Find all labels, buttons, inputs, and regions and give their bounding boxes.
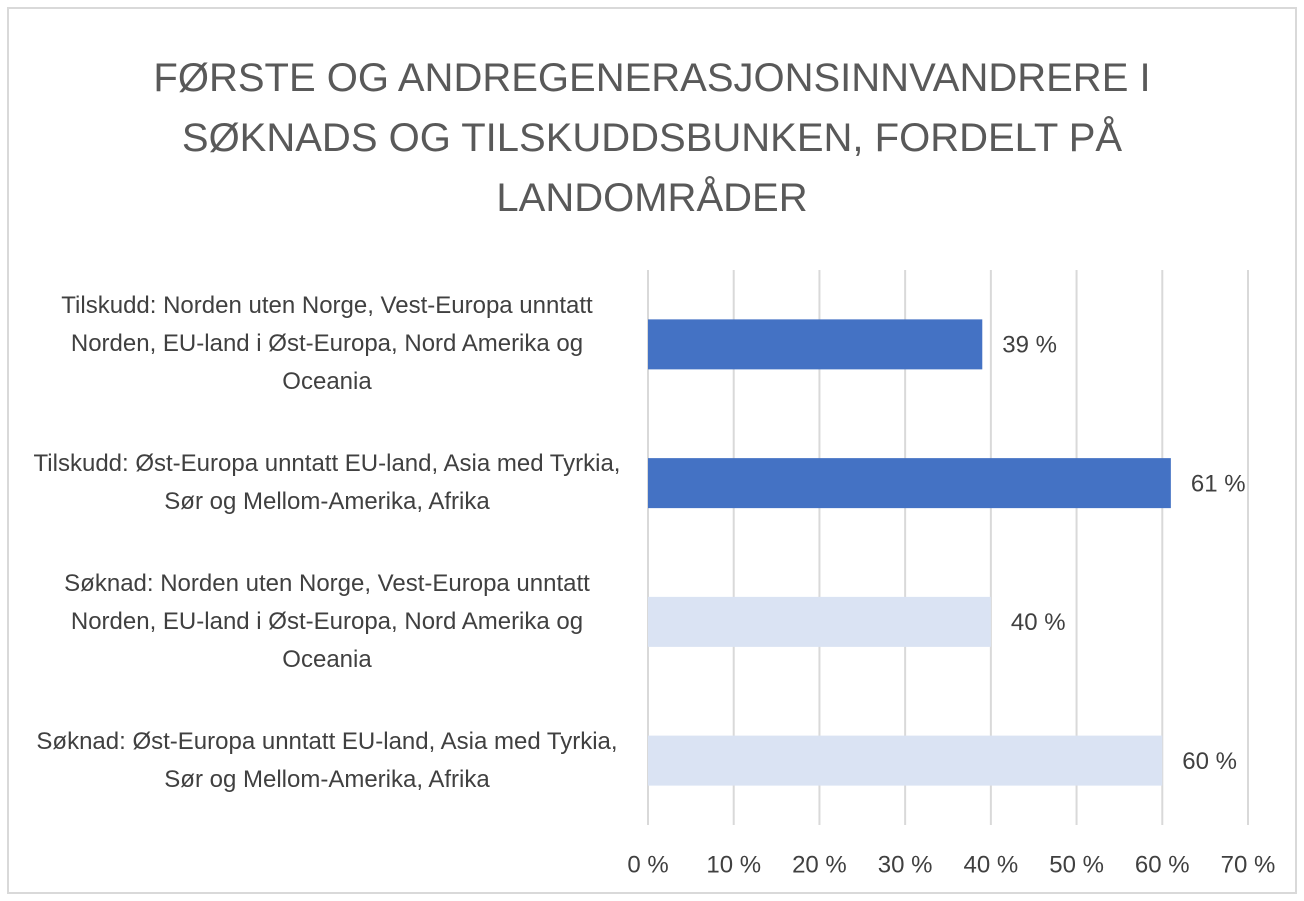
chart-title: FØRSTE OG ANDREGENERASJONSINNVANDRERE I … bbox=[153, 56, 1151, 220]
x-tick-label: 40 % bbox=[964, 851, 1019, 878]
y-tick-label: Søknad: Øst-Europa unntatt EU-land, Asia… bbox=[36, 727, 618, 793]
x-tick-label: 30 % bbox=[878, 851, 933, 878]
y-tick-label: Tilskudd: Norden uten Norge, Vest-Europa… bbox=[61, 292, 593, 396]
x-tick-label: 60 % bbox=[1135, 851, 1190, 878]
x-tick-label: 10 % bbox=[706, 851, 761, 878]
x-tick-label: 50 % bbox=[1049, 851, 1104, 878]
x-tick-label: 0 % bbox=[627, 851, 668, 878]
bar bbox=[648, 319, 983, 370]
bar bbox=[648, 458, 1171, 509]
bar bbox=[648, 735, 1163, 786]
value-label: 40 % bbox=[1011, 609, 1066, 636]
x-tick-label: 70 % bbox=[1221, 851, 1276, 878]
y-tick-label: Tilskudd: Øst-Europa unntatt EU-land, As… bbox=[33, 450, 621, 516]
value-label: 61 % bbox=[1191, 470, 1246, 497]
x-tick-label: 20 % bbox=[792, 851, 847, 878]
value-label: 39 % bbox=[1002, 332, 1057, 359]
value-label: 60 % bbox=[1182, 748, 1237, 775]
bar bbox=[648, 596, 991, 647]
y-tick-label: Søknad: Norden uten Norge, Vest-Europa u… bbox=[64, 569, 590, 673]
